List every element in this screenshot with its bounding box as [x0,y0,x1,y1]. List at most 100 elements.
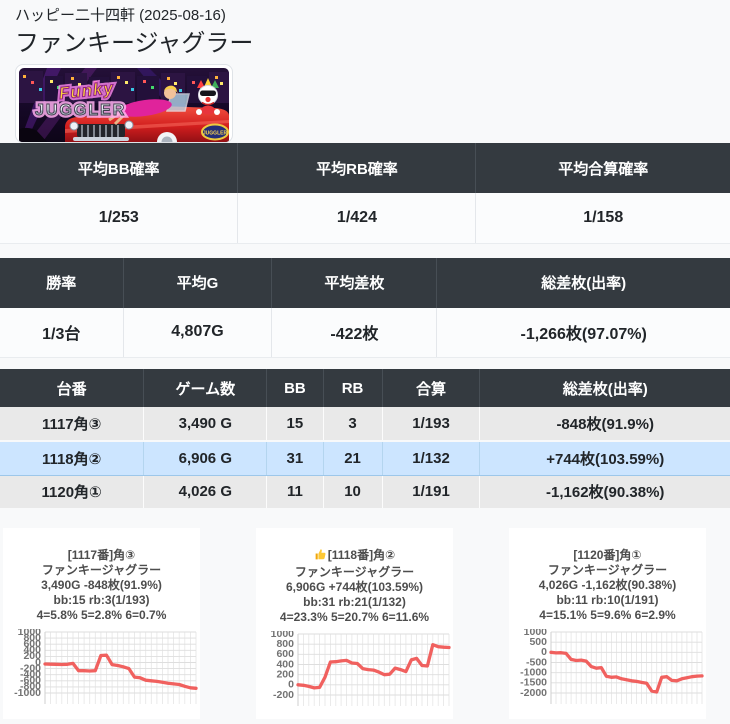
avg-bb-value: 1/253 [0,193,239,244]
svg-text:600: 600 [276,648,294,660]
svg-text:-1500: -1500 [520,677,547,689]
juggler-clown [196,78,220,115]
funky-juggler-banner: JUGGLER Funky Funky JUGGLER JUGGLER [19,68,229,142]
thumbs-up-icon [314,548,327,565]
total-diff: +744枚(103.59%) [479,440,730,476]
chart-title: [1120番]角① [573,548,642,562]
chart-title: [1117番]角③ [67,548,136,562]
svg-text:800: 800 [23,632,41,644]
bb-count: 31 [266,440,324,476]
combined-rate: 1/132 [382,440,481,476]
svg-text:-200: -200 [272,689,293,701]
total-diff: -1,162枚(90.38%) [479,475,730,510]
rb-count: 10 [323,475,383,510]
page-header: ハッピー二十四軒 (2025-08-16) ファンキージャグラー [0,0,730,143]
machine-no: 1117角③ [0,407,145,442]
chart-setting-estimate: 4=23.3% 5=20.7% 6=11.6% [279,610,430,624]
avg-combined-value: 1/158 [475,193,730,244]
svg-text:1000: 1000 [523,629,547,638]
svg-text:200: 200 [23,650,41,662]
machine-row-1120: 1120角① 4,026 G 11 10 1/191 -1,162枚(90.38… [0,475,730,510]
breadcrumb[interactable]: ハッピー二十四軒 (2025-08-16) [15,7,226,24]
svg-text:200: 200 [276,668,294,680]
machine-banner-image: JUGGLER Funky Funky JUGGLER JUGGLER [15,64,233,143]
chart-summary: 4,026G -1,162枚(90.38%) [538,578,677,592]
svg-text:800: 800 [276,638,294,650]
chart-setting-estimate: 4=5.8% 5=2.8% 6=0.7% [36,608,167,622]
games: 4,026 G [143,475,268,510]
chart-panel-1120: [1120番]角① ファンキージャグラー 4,026G -1,162枚(90.3… [509,528,706,719]
svg-text:1000: 1000 [270,631,294,640]
chart-summary: 6,906G +744枚(103.59%) [285,580,424,594]
juggler-badge: JUGGLER [201,123,229,141]
svg-text:JUGGLER: JUGGLER [35,102,126,119]
svg-text:600: 600 [23,638,41,650]
total-diff: -848枚(91.9%) [479,407,730,442]
column-header-win-rate: 勝率 [0,257,124,308]
svg-text:-1000: -1000 [14,687,41,699]
svg-text:0: 0 [288,679,294,691]
svg-text:JUGGLER: JUGGLER [35,102,126,119]
svg-text:-600: -600 [19,675,40,687]
avg-diff-value: -422枚 [271,307,438,358]
svg-text:-1000: -1000 [520,666,547,678]
column-header-combined: 合算 [382,369,481,407]
chart-bonus: bb:31 rb:21(1/132) [303,595,406,609]
column-header-avg-diff: 平均差枚 [271,257,438,308]
chart-machine-name: ファンキージャグラー [41,563,162,577]
svg-text:1000: 1000 [17,629,41,638]
column-header-rb: RB [323,369,383,407]
chart-title: [1118番]角② [256,548,453,565]
machine-list-table: 台番 ゲーム数 BB RB 合算 総差枚(出率) 1117角③ 3,490 G … [0,369,730,510]
chart-panel-1117: [1117番]角③ ファンキージャグラー 3,490G -848枚(91.9%)… [3,528,200,719]
chart-summary: 3,490G -848枚(91.9%) [41,578,162,592]
combined-rate: 1/191 [382,475,481,510]
column-header-avg-combined: 平均合算確率 [475,143,730,193]
chart-bonus: bb:11 rb:10(1/191) [556,593,659,607]
probability-summary-table: 平均BB確率 平均RB確率 平均合算確率 1/253 1/424 1/158 [0,143,730,244]
column-header-total-diff: 総差枚(出率) [479,369,730,407]
column-header-machine-no: 台番 [0,369,145,407]
chart-bonus: bb:15 rb:3(1/193) [53,593,150,607]
svg-text:0: 0 [541,646,547,658]
total-diff-value: -1,266枚(97.07%) [436,307,730,358]
headlight [69,121,79,131]
bb-count: 15 [266,407,324,442]
column-header-avg-games: 平均G [123,257,273,308]
column-header-bb: BB [266,369,324,407]
page-title: ファンキージャグラー [15,30,254,57]
svg-text:-800: -800 [19,681,40,693]
svg-text:400: 400 [276,658,294,670]
headlight [124,120,134,130]
avg-rb-value: 1/424 [237,193,477,244]
chart-machine-name: ファンキージャグラー [294,565,415,579]
svg-text:JUGGLER: JUGGLER [203,131,228,137]
slump-graph-section: [1117番]角③ ファンキージャグラー 3,490G -848枚(91.9%)… [0,510,730,719]
rb-count: 21 [323,440,383,476]
machine-row-1118: 1118角② 6,906 G 31 21 1/132 +744枚(103.59%… [0,440,730,476]
machine-no: 1120角① [0,475,145,510]
combined-rate: 1/193 [382,407,481,442]
svg-text:-2000: -2000 [520,687,547,699]
column-header-avg-rb: 平均RB確率 [237,143,477,193]
games: 3,490 G [143,407,268,442]
svg-text:500: 500 [529,636,547,648]
bb-count: 11 [266,475,324,510]
svg-text:400: 400 [23,644,41,656]
games: 6,906 G [143,440,268,476]
rb-count: 3 [323,407,383,442]
woman-figure [108,85,178,126]
juggler-logo-text: JUGGLER JUGGLER [32,99,127,122]
win-rate-value: 1/3台 [0,307,124,358]
column-header-games: ゲーム数 [143,369,268,407]
chart-panel-1118: [1118番]角② ファンキージャグラー 6,906G +744枚(103.59… [256,528,453,719]
machine-row-1117: 1117角③ 3,490 G 15 3 1/193 -848枚(91.9%) [0,407,730,442]
column-header-total-diff: 総差枚(出率) [436,257,730,308]
svg-text:0: 0 [35,656,41,668]
svg-text:-500: -500 [525,656,546,668]
performance-summary-table: 勝率 平均G 平均差枚 総差枚(出率) 1/3台 4,807G -422枚 -1… [0,257,730,358]
svg-text:-200: -200 [19,662,40,674]
chart-machine-name: ファンキージャグラー [547,563,668,577]
